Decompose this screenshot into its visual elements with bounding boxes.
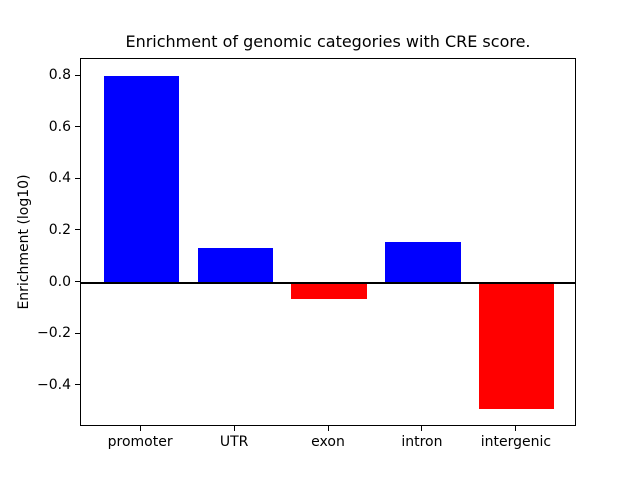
y-axis-tick — [75, 332, 80, 334]
y-axis-tick — [75, 229, 80, 231]
y-tick-label: 0.6 — [48, 118, 71, 135]
x-tick-label-exon: exon — [311, 434, 345, 450]
zero-line — [81, 281, 575, 284]
x-tick-label-intron: intron — [401, 434, 443, 450]
bar-intron — [385, 242, 461, 283]
y-tick-label: 0.0 — [48, 273, 71, 290]
x-axis-tick — [515, 426, 517, 431]
y-tick-label: −0.4 — [37, 376, 71, 393]
y-tick-label: −0.2 — [37, 325, 71, 342]
x-axis-tick — [139, 426, 141, 431]
y-tick-label: 0.8 — [48, 67, 71, 83]
bar-exon — [291, 282, 367, 299]
y-axis-tick — [75, 384, 80, 386]
x-tick-label-promoter: promoter — [107, 434, 173, 450]
bar-intergenic — [479, 282, 555, 409]
x-axis-tick — [327, 426, 329, 431]
bar-UTR — [197, 247, 273, 283]
y-axis-tick — [75, 126, 80, 128]
x-axis-tick — [421, 426, 423, 431]
x-axis-tick — [233, 426, 235, 431]
y-axis-tick — [75, 177, 80, 179]
y-tick-label: 0.4 — [48, 170, 71, 187]
plot-area — [80, 58, 576, 426]
x-tick-label-intergenic: intergenic — [480, 434, 552, 450]
chart-title: Enrichment of genomic categories with CR… — [125, 32, 531, 51]
x-tick-label-UTR: UTR — [219, 434, 249, 450]
y-axis-tick — [75, 281, 80, 282]
bar-promoter — [103, 76, 179, 283]
y-axis-tick — [75, 74, 80, 76]
y-tick-label: 0.2 — [48, 221, 71, 238]
